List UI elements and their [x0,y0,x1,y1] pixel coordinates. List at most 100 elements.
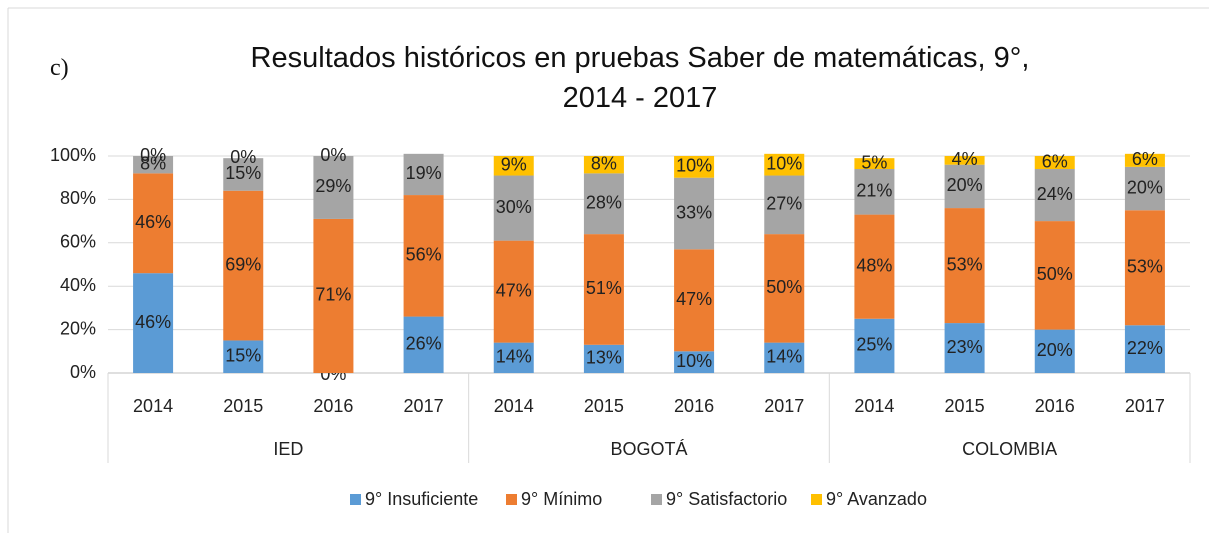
data-label: 13% [586,348,622,368]
x-tick-label: 2015 [584,396,624,416]
data-label: 56% [406,245,442,265]
x-tick-label: 2016 [313,396,353,416]
bar-segment [764,342,805,373]
data-label: 19% [406,163,442,183]
data-label: 50% [766,277,802,297]
data-label: 47% [676,289,712,309]
bar-segment [403,195,444,317]
legend-label: 9° Mínimo [521,489,602,509]
data-label: 26% [406,334,442,354]
bar-segment [854,158,895,170]
bar-segment [764,175,805,235]
bar-segment [944,323,985,373]
data-label: 14% [496,347,532,367]
data-label: 0% [230,147,256,167]
data-label: 71% [315,285,351,305]
data-label: 47% [496,280,532,300]
y-tick-label: 0% [70,362,96,382]
data-label: 27% [766,194,802,214]
data-label: 25% [856,335,892,355]
data-label: 46% [135,212,171,232]
bar-segment [1034,221,1075,330]
bar-segment [764,153,805,176]
bar-segment [674,156,715,178]
chart-title: Resultados históricos en pruebas Saber d… [250,42,1030,114]
data-label: 14% [766,347,802,367]
bar-segment [1124,153,1165,167]
bar-segment [674,177,715,250]
data-label: 53% [1127,257,1163,277]
data-label: 28% [586,192,622,212]
y-tick-label: 40% [60,275,96,295]
data-label: 21% [856,181,892,201]
data-label: 6% [1042,151,1068,171]
bar-segment [133,273,174,373]
bar-segment [854,214,895,319]
bar-segment [764,234,805,343]
bar-segment [1034,169,1075,222]
x-tick-label: 2014 [494,396,534,416]
bar-segment [313,218,354,373]
y-tick-label: 100% [50,145,96,165]
data-label: 10% [676,156,712,176]
bar-segment [133,156,174,174]
data-label: 20% [1127,177,1163,197]
legend-label: 9° Avanzado [826,489,927,509]
data-label: 20% [1037,340,1073,360]
legend-swatch [811,494,822,505]
bar-segment [854,318,895,373]
bar-segment [493,175,534,241]
bar-segment [583,344,624,373]
x-tick-label: 2016 [674,396,714,416]
y-tick-label: 20% [60,318,96,338]
group-label: BOGOTÁ [610,439,687,459]
data-label: 8% [140,153,166,173]
legend-label: 9° Satisfactorio [666,489,787,509]
data-label: 48% [856,255,892,275]
bar-segment [223,190,264,341]
bar-segment [493,156,534,176]
x-tick-label: 2015 [945,396,985,416]
legend-swatch [651,494,662,505]
bar-segment [493,342,534,373]
y-tick-label: 80% [60,188,96,208]
bar-segment [493,240,534,343]
data-label: 15% [225,345,261,365]
x-tick-label: 2015 [223,396,263,416]
x-tick-label: 2014 [854,396,894,416]
bar-segment [583,173,624,235]
data-label: 4% [952,149,978,169]
data-label: 22% [1127,338,1163,358]
group-label: COLOMBIA [962,439,1057,459]
bar-segment [583,156,624,174]
data-label: 20% [947,175,983,195]
x-tick-label: 2017 [1125,396,1165,416]
bar-segment [403,316,444,373]
bar-segment [944,164,985,209]
bar-segment [583,234,624,345]
bar-segment [1034,329,1075,373]
data-label: 30% [496,197,532,217]
y-tick-label: 60% [60,232,96,252]
bar-segment [223,158,264,191]
group-label: IED [273,439,303,459]
data-label: 10% [766,153,802,173]
data-label: 33% [676,202,712,222]
bar-segment [854,169,895,215]
bar-segment [403,153,444,196]
data-label: 9% [501,155,527,175]
data-label: 23% [947,337,983,357]
data-label: 29% [315,176,351,196]
bar-segment [1034,156,1075,170]
bar-segment [1124,325,1165,373]
data-label: 53% [947,254,983,274]
data-label: 8% [591,153,617,173]
legend-swatch [350,494,361,505]
data-label: 69% [225,254,261,274]
bar-segment [944,156,985,165]
bar-segment [223,340,264,373]
x-tick-label: 2017 [764,396,804,416]
x-tick-label: 2016 [1035,396,1075,416]
